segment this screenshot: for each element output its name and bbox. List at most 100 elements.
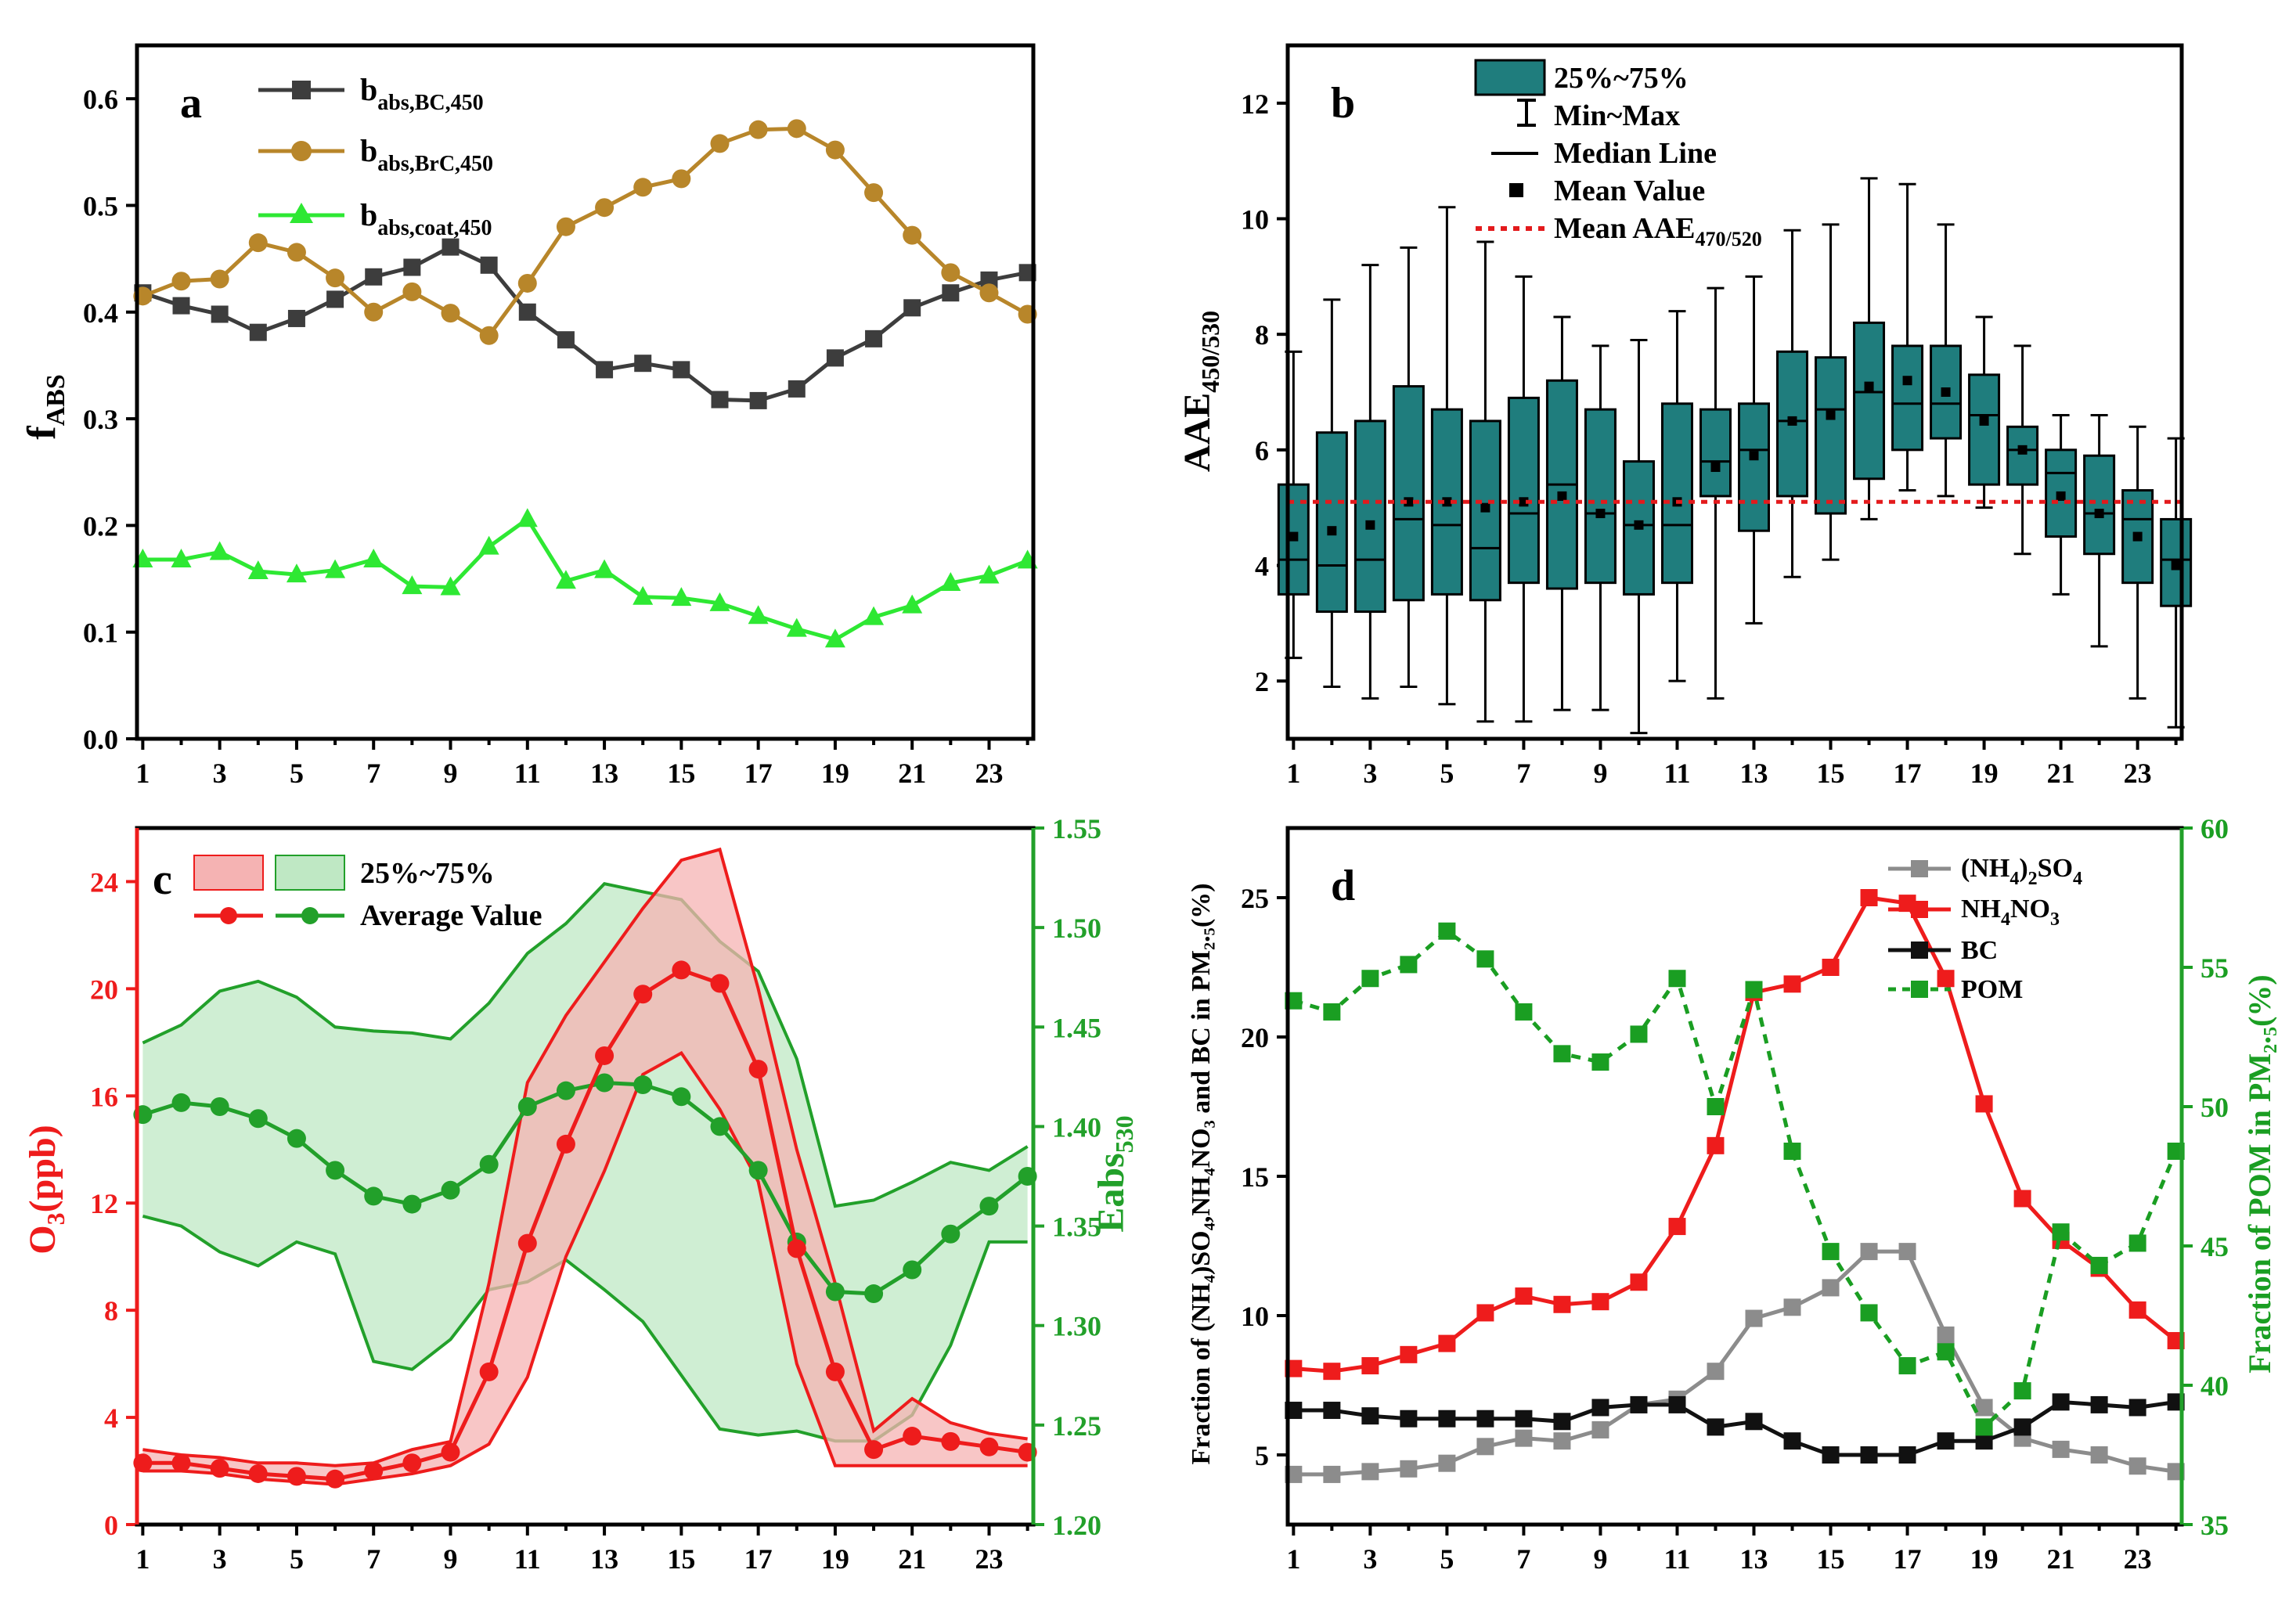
point-pom <box>1438 922 1456 940</box>
point-brc <box>979 283 999 303</box>
o3-mean-point <box>787 1239 806 1258</box>
point-nh4no3 <box>1668 1218 1686 1236</box>
o3-mean-point <box>479 1362 499 1381</box>
point-bc <box>865 329 883 347</box>
d-xtick-label: 1 <box>1286 1543 1300 1575</box>
eabs-mean-point <box>326 1161 345 1180</box>
panel-d-ylabel-right: Fraction of POM in PM₂.₅(%) <box>2242 974 2277 1373</box>
b-xtick-label: 5 <box>1440 758 1454 789</box>
point-bc <box>1860 1446 1878 1464</box>
eabs-mean-point <box>479 1154 499 1174</box>
point-pom <box>1975 1418 1993 1436</box>
point-brc <box>402 282 422 301</box>
panel-c-ticks: 1 3 5 7 9 11 13 15 17 19 21 23048121620241.201.251.… <box>90 813 1101 1575</box>
panel-c-letter: c <box>153 855 172 904</box>
point-nh42so4 <box>1400 1460 1418 1478</box>
point-coat <box>709 592 730 611</box>
d-left-ytick-label: 15 <box>1241 1161 1269 1193</box>
point-pom <box>1591 1053 1609 1071</box>
b-xtick-label: 21 <box>2047 758 2075 789</box>
point-brc <box>787 119 806 139</box>
point-coat <box>555 570 576 589</box>
a-ytick-label: 0.4 <box>83 297 118 329</box>
point-nh4no3 <box>1707 1136 1725 1154</box>
mean-marker <box>1557 491 1567 501</box>
panel-c-series <box>133 847 1037 1489</box>
point-bc <box>942 284 960 302</box>
c-right-ytick-label: 1.35 <box>1052 1212 1101 1243</box>
iqr-box <box>1815 356 1847 515</box>
o3-mean-point <box>672 960 691 980</box>
legend-d-bc: BC <box>1961 936 1998 965</box>
b-xtick-label: 1 <box>1286 758 1300 789</box>
o3-mean-point <box>248 1464 268 1483</box>
point-brc <box>903 225 922 245</box>
iqr-box <box>1891 344 1924 452</box>
panel-d: 1 3 5 7 9 11 13 15 17 19 21 23510152025354045505560… <box>1187 813 2277 1575</box>
point-brc <box>748 120 768 139</box>
point-brc <box>556 217 575 236</box>
series-line-nh4no3 <box>1293 895 2178 1374</box>
point-nh42so4 <box>2090 1446 2108 1464</box>
point-nh42so4 <box>1860 1243 1878 1261</box>
mean-marker <box>1289 531 1299 542</box>
point-bc <box>672 361 690 379</box>
point-nh4no3 <box>1438 1334 1456 1352</box>
a-ytick-label: 0.6 <box>83 84 118 115</box>
point-bc <box>326 290 344 308</box>
o3-mean-point <box>595 1046 615 1065</box>
point-bc <box>1898 1446 1916 1464</box>
legend-a-bc: babs,BC,450 <box>360 72 484 115</box>
b-ytick-label: 12 <box>1241 88 1269 120</box>
series-line-circle <box>142 126 1029 339</box>
eabs-mean-point <box>402 1194 422 1214</box>
a-xtick-label: 9 <box>444 758 458 789</box>
point-brc <box>517 273 537 293</box>
point-coat <box>517 508 538 527</box>
point-bc <box>518 303 536 321</box>
point-bc <box>634 355 652 373</box>
a-xtick-label: 7 <box>366 758 380 789</box>
point-bc <box>2128 1399 2146 1417</box>
d-right-ytick-label: 55 <box>2200 952 2229 984</box>
point-pom <box>1707 1098 1725 1115</box>
d-xtick-label: 13 <box>1740 1543 1768 1575</box>
point-bc <box>2052 1393 2070 1411</box>
legend-b-whisker: Min~Max <box>1554 99 1680 132</box>
mean-marker <box>2094 509 2104 519</box>
legend-b-mean: Mean Value <box>1554 175 1705 207</box>
point-pom <box>1860 1304 1878 1322</box>
iqr-box <box>1584 408 1617 585</box>
point-nh42so4 <box>1438 1454 1456 1472</box>
point-bc <box>1783 1432 1801 1450</box>
point-nh42so4 <box>1476 1438 1494 1456</box>
panel-c-ylabel-right: Eabs530 <box>1090 1115 1138 1232</box>
o3-q3-line <box>142 847 1028 1467</box>
point-nh42so4 <box>1323 1465 1341 1483</box>
point-nh42so4 <box>1553 1432 1571 1450</box>
panel-a-frame <box>135 43 1036 741</box>
point-bc <box>749 391 767 409</box>
c-right-ytick-label: 1.20 <box>1052 1510 1101 1541</box>
mean-marker <box>2056 491 2066 501</box>
point-pom <box>1745 981 1763 999</box>
point-pom <box>1668 970 1686 988</box>
a-xtick-label: 11 <box>514 758 541 789</box>
point-bc <box>2090 1395 2108 1413</box>
iqr-box <box>1392 385 1425 602</box>
point-pom <box>2052 1223 2070 1241</box>
a-xtick-label: 19 <box>821 758 849 789</box>
a-xtick-label: 3 <box>213 758 227 789</box>
iqr-box <box>1507 396 1540 585</box>
panel-a-series <box>132 119 1038 648</box>
c-xtick-label: 9 <box>444 1543 458 1575</box>
o3-mean-point <box>825 1362 845 1381</box>
point-bc <box>287 309 305 327</box>
iqr-box <box>1315 431 1348 614</box>
panel-a-legend: babs,BC,450 babs,BrC,450 babs,coat,450 <box>258 72 493 240</box>
d-xtick-label: 7 <box>1516 1543 1530 1575</box>
point-bc <box>1400 1410 1418 1428</box>
point-brc <box>326 268 345 288</box>
c-xtick-label: 15 <box>667 1543 695 1575</box>
mean-marker <box>1480 502 1490 513</box>
